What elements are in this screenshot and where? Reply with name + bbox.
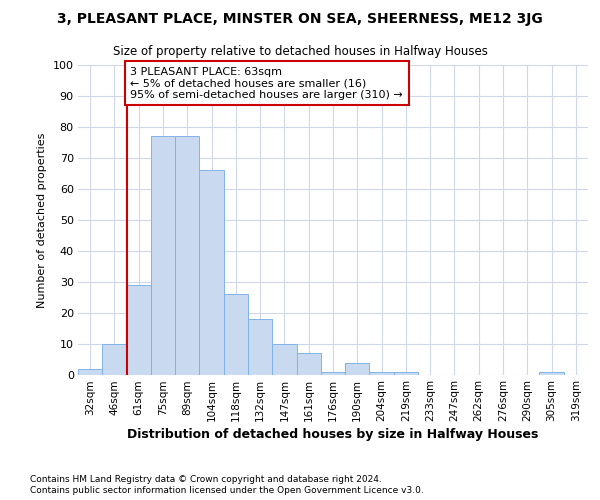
Bar [394, 372, 418, 375]
Bar [272, 344, 296, 375]
Bar [78, 369, 102, 375]
Bar [248, 319, 272, 375]
Bar [539, 372, 564, 375]
Y-axis label: Number of detached properties: Number of detached properties [37, 132, 47, 308]
X-axis label: Distribution of detached houses by size in Halfway Houses: Distribution of detached houses by size … [127, 428, 539, 441]
Bar [296, 354, 321, 375]
Bar [127, 285, 151, 375]
Bar [102, 344, 127, 375]
Bar [224, 294, 248, 375]
Bar [345, 362, 370, 375]
Bar [175, 136, 199, 375]
Bar [370, 372, 394, 375]
Bar [151, 136, 175, 375]
Text: Contains public sector information licensed under the Open Government Licence v3: Contains public sector information licen… [30, 486, 424, 495]
Bar [199, 170, 224, 375]
Text: Size of property relative to detached houses in Halfway Houses: Size of property relative to detached ho… [113, 45, 487, 58]
Bar [321, 372, 345, 375]
Text: 3, PLEASANT PLACE, MINSTER ON SEA, SHEERNESS, ME12 3JG: 3, PLEASANT PLACE, MINSTER ON SEA, SHEER… [57, 12, 543, 26]
Text: 3 PLEASANT PLACE: 63sqm
← 5% of detached houses are smaller (16)
95% of semi-det: 3 PLEASANT PLACE: 63sqm ← 5% of detached… [130, 66, 403, 100]
Text: Contains HM Land Registry data © Crown copyright and database right 2024.: Contains HM Land Registry data © Crown c… [30, 475, 382, 484]
